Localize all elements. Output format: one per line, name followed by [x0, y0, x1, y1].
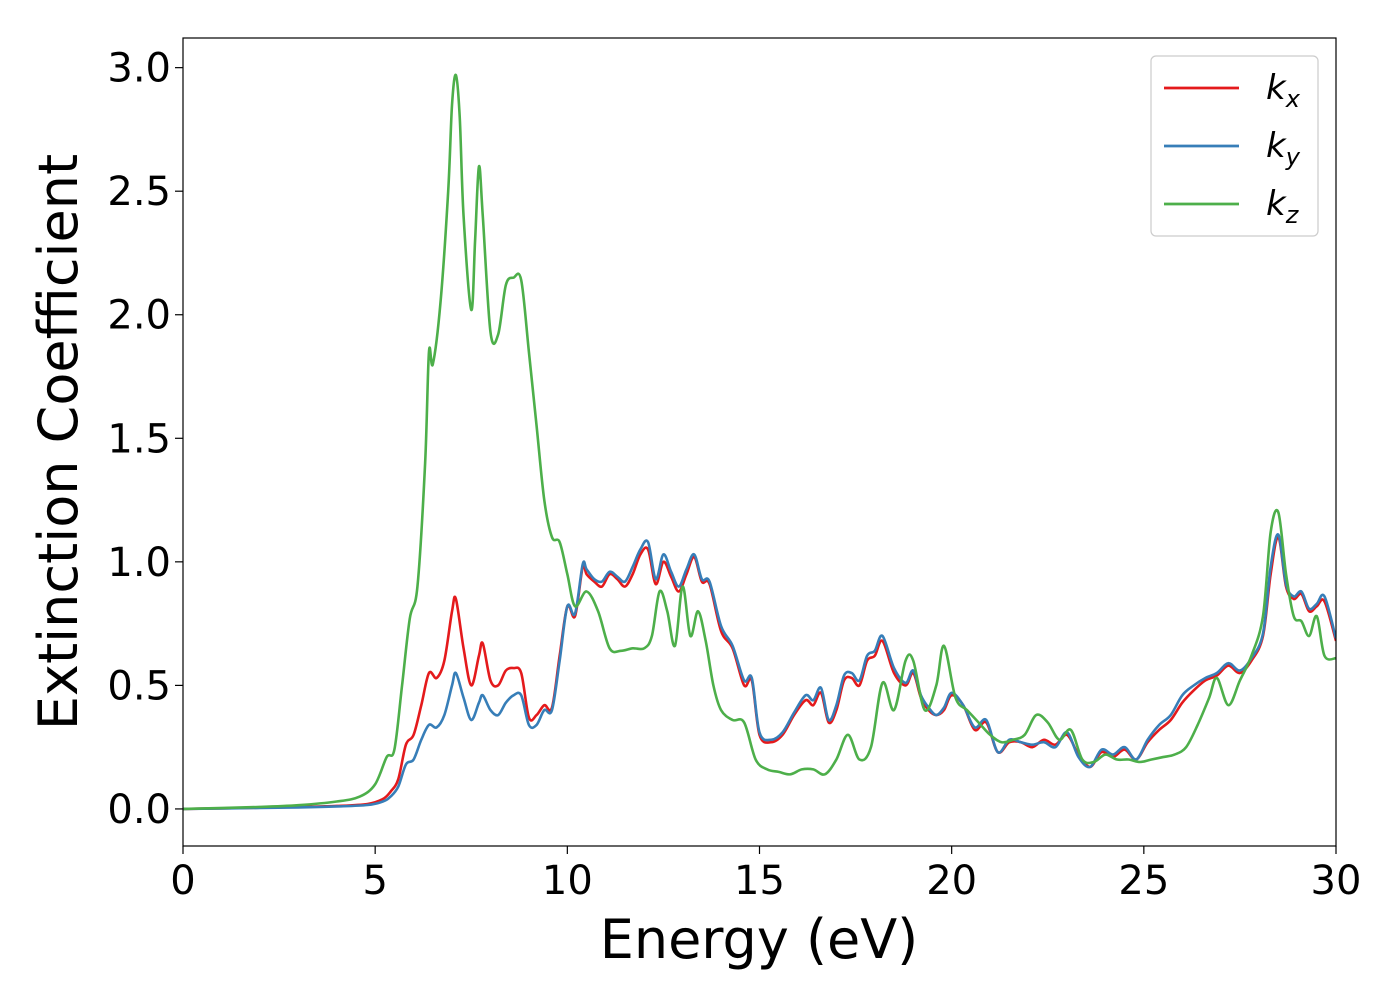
plot-area — [183, 38, 1336, 846]
legend: kx ky kz — [1150, 55, 1319, 237]
legend-label-y: ky — [1266, 126, 1301, 171]
x-tick-label: 0 — [170, 858, 195, 904]
y-axis-label: Extinction Coefficient — [27, 154, 90, 730]
x-axis: 0 5 10 15 20 25 30 — [170, 846, 1361, 904]
x-tick-label: 10 — [542, 858, 593, 904]
y-tick-label: 2.0 — [107, 293, 171, 339]
x-tick-label: 25 — [1118, 858, 1169, 904]
y-tick-label: 3.0 — [107, 46, 171, 92]
x-axis-label: Energy (eV) — [600, 908, 919, 971]
series-line-k-y — [183, 533, 1336, 811]
y-tick-label: 0.0 — [107, 787, 171, 833]
legend-label-x: kx — [1266, 68, 1301, 113]
series-line-k-x — [183, 535, 1336, 811]
y-tick-label: 0.5 — [107, 663, 171, 709]
y-axis: 0.0 0.5 1.0 1.5 2.0 2.5 3.0 — [107, 46, 183, 833]
y-tick-label: 2.5 — [107, 169, 171, 215]
x-tick-label: 20 — [926, 858, 977, 904]
series-layer — [183, 73, 1336, 811]
legend-label-z: kz — [1266, 184, 1300, 229]
y-tick-label: 1.0 — [107, 540, 171, 586]
y-tick-label: 1.5 — [107, 416, 171, 462]
series-line-k-z — [183, 73, 1336, 811]
x-tick-label: 5 — [362, 858, 387, 904]
x-tick-label: 15 — [734, 858, 785, 904]
x-tick-label: 30 — [1311, 858, 1362, 904]
